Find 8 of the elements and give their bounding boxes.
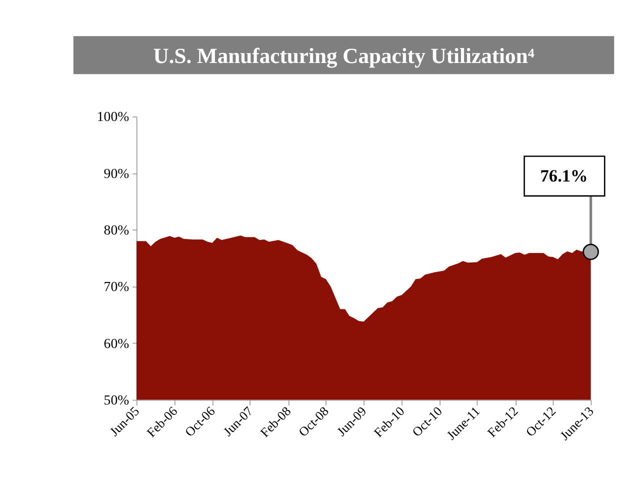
y-tick-label: 90%: [104, 166, 130, 181]
y-tick-label: 60%: [104, 336, 130, 351]
chart-title: U.S. Manufacturing Capacity Utilization⁴: [153, 44, 535, 68]
y-tick-label: 50%: [104, 392, 130, 408]
y-tick-label: 100%: [96, 109, 130, 124]
y-tick-label: 80%: [104, 222, 130, 238]
annotation: 76.1%: [540, 166, 588, 186]
y-tick-label: 70%: [104, 279, 130, 294]
